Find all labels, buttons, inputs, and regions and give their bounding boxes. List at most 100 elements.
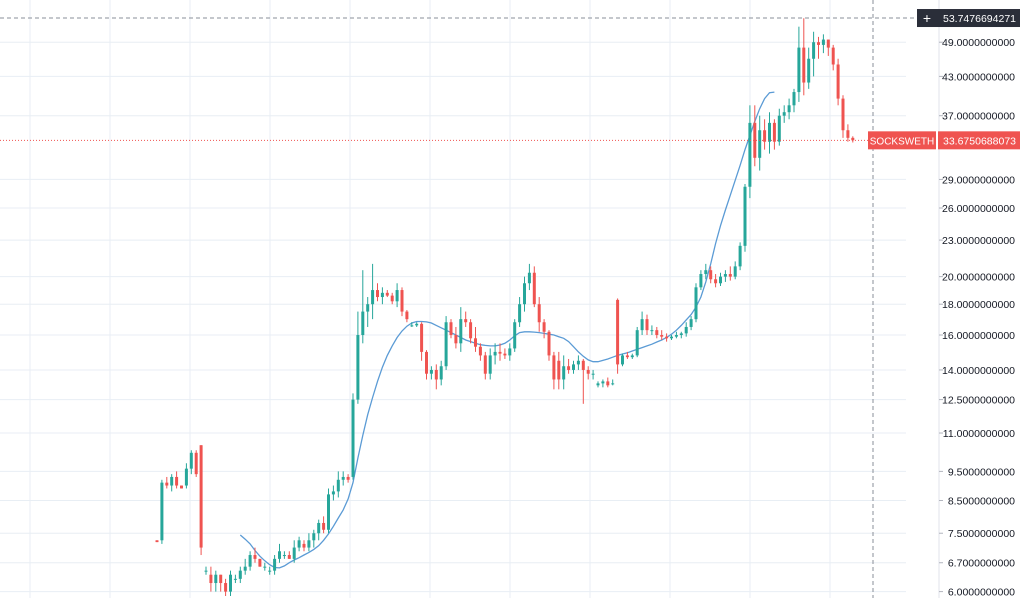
candle[interactable]	[493, 343, 497, 365]
candle[interactable]	[385, 290, 389, 298]
candle[interactable]	[425, 350, 428, 380]
candle[interactable]	[351, 393, 355, 480]
candle[interactable]	[253, 547, 257, 563]
candle[interactable]	[782, 105, 786, 123]
candle[interactable]	[625, 351, 629, 359]
candle[interactable]	[665, 333, 669, 342]
candle[interactable]	[846, 124, 850, 142]
candle[interactable]	[209, 566, 213, 592]
candle[interactable]	[689, 316, 693, 331]
candle[interactable]	[753, 105, 757, 167]
candle[interactable]	[670, 335, 673, 340]
candle[interactable]	[454, 326, 458, 349]
candle[interactable]	[552, 351, 556, 390]
candle[interactable]	[263, 562, 267, 571]
candle[interactable]	[155, 540, 159, 543]
candle[interactable]	[572, 360, 575, 374]
candle[interactable]	[341, 471, 345, 486]
candle[interactable]	[763, 119, 767, 150]
candle[interactable]	[542, 319, 546, 339]
candle[interactable]	[410, 322, 414, 327]
candle[interactable]	[547, 330, 551, 361]
candle[interactable]	[640, 311, 644, 336]
candle[interactable]	[488, 348, 492, 380]
candle[interactable]	[527, 263, 531, 291]
candle[interactable]	[557, 351, 561, 390]
candle[interactable]	[523, 276, 526, 312]
candle[interactable]	[728, 266, 732, 281]
candle[interactable]	[503, 348, 507, 359]
candle[interactable]	[449, 319, 453, 339]
candle[interactable]	[194, 450, 198, 477]
candle[interactable]	[483, 351, 487, 380]
candle[interactable]	[748, 105, 752, 199]
candle[interactable]	[704, 263, 708, 280]
candle[interactable]	[787, 98, 791, 120]
candle[interactable]	[331, 485, 335, 501]
candle[interactable]	[743, 183, 747, 252]
candle[interactable]	[199, 445, 203, 556]
candle[interactable]	[635, 326, 639, 358]
candle[interactable]	[478, 343, 482, 361]
candle[interactable]	[606, 377, 610, 388]
candle[interactable]	[346, 474, 350, 483]
candle[interactable]	[714, 274, 718, 288]
candle[interactable]	[518, 297, 522, 327]
candle[interactable]	[297, 536, 301, 552]
candle[interactable]	[361, 270, 365, 344]
candle[interactable]	[567, 358, 571, 374]
candle[interactable]	[278, 543, 281, 563]
candle[interactable]	[219, 574, 223, 592]
candle[interactable]	[537, 297, 541, 332]
candle[interactable]	[474, 326, 477, 352]
candle[interactable]	[723, 270, 727, 282]
candle[interactable]	[336, 471, 340, 498]
candle[interactable]	[508, 343, 512, 361]
candle[interactable]	[851, 136, 855, 143]
candle[interactable]	[224, 578, 228, 596]
candle[interactable]	[645, 314, 649, 336]
candle[interactable]	[792, 88, 796, 113]
candle[interactable]	[307, 533, 311, 552]
candle[interactable]	[586, 366, 590, 380]
candle[interactable]	[650, 325, 654, 336]
candle[interactable]	[189, 450, 193, 475]
candle[interactable]	[322, 516, 326, 534]
candle[interactable]	[238, 566, 242, 584]
candle[interactable]	[826, 39, 830, 56]
candle[interactable]	[180, 485, 183, 489]
candle[interactable]	[616, 298, 620, 374]
candle[interactable]	[768, 112, 771, 154]
candle[interactable]	[694, 283, 698, 323]
candle[interactable]	[175, 471, 179, 489]
candle[interactable]	[807, 47, 811, 89]
candle[interactable]	[214, 570, 218, 592]
candle[interactable]	[243, 558, 247, 575]
candle[interactable]	[679, 331, 683, 339]
candle[interactable]	[160, 479, 164, 544]
candle[interactable]	[841, 95, 845, 138]
candle[interactable]	[733, 261, 737, 280]
candle[interactable]	[170, 474, 174, 492]
candle[interactable]	[287, 551, 291, 559]
candle[interactable]	[184, 463, 188, 489]
candle[interactable]	[576, 355, 580, 370]
candle[interactable]	[312, 529, 316, 548]
candle[interactable]	[371, 263, 375, 320]
candle[interactable]	[204, 566, 208, 575]
candle[interactable]	[317, 519, 321, 541]
candles-layer[interactable]	[155, 18, 855, 596]
candle[interactable]	[684, 322, 688, 337]
candle[interactable]	[229, 570, 232, 596]
candle[interactable]	[591, 369, 595, 380]
candle[interactable]	[596, 381, 600, 388]
candle[interactable]	[719, 272, 722, 286]
candle[interactable]	[395, 283, 399, 308]
candle[interactable]	[420, 322, 424, 361]
candle[interactable]	[581, 358, 585, 404]
candle[interactable]	[356, 311, 360, 404]
candle[interactable]	[709, 266, 713, 284]
candle[interactable]	[429, 366, 433, 380]
